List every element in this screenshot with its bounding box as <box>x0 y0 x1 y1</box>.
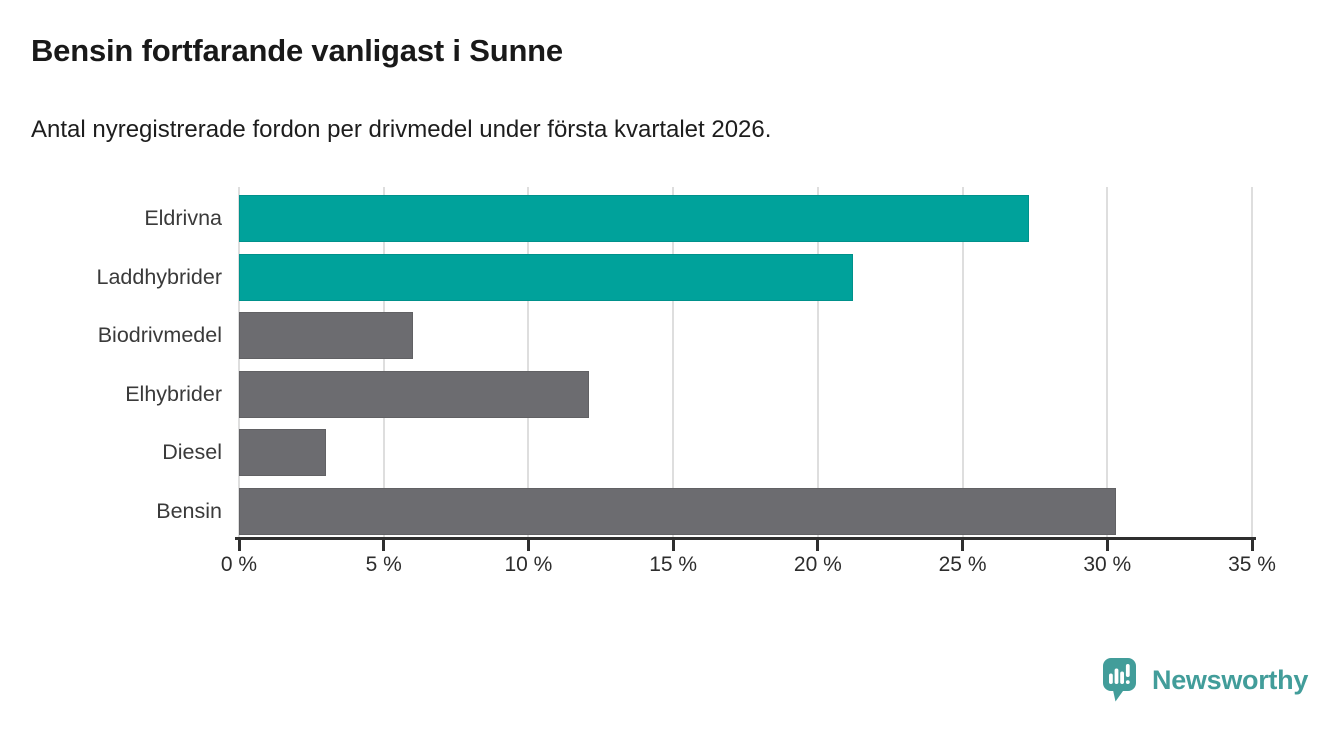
chart-subtitle: Antal nyregistrerade fordon per drivmede… <box>31 116 772 143</box>
newsworthy-logo: Newsworthy <box>1102 657 1308 703</box>
bar-elhybrider <box>239 370 590 418</box>
grid-line <box>1106 187 1109 537</box>
grid-line <box>1251 187 1253 537</box>
x-axis-tick <box>382 537 386 551</box>
x-axis-tick-label: 30 % <box>1083 553 1132 576</box>
exclamation-dot-glyph <box>1125 680 1130 684</box>
x-axis-line <box>235 537 1256 540</box>
exclamation-bar-glyph <box>1125 664 1130 677</box>
category-label-bensin: Bensin <box>156 498 222 523</box>
x-axis-tick-label: 10 % <box>504 553 553 576</box>
x-axis-tick-label: 0 % <box>220 553 258 576</box>
category-label-biodrivmedel: Biodrivmedel <box>97 323 222 347</box>
category-label-elhybrider: Elhybrider <box>125 381 222 406</box>
x-axis-tick-label: 5 % <box>365 553 402 576</box>
category-label-eldrivna: Eldrivna <box>144 206 222 230</box>
grid-line <box>238 187 240 537</box>
chart-title: Bensin fortfarande vanligast i Sunne <box>31 33 563 68</box>
category-label-laddhybrider: Laddhybrider <box>96 264 222 289</box>
x-axis-tick <box>816 537 820 551</box>
chart-bar-glyph <box>1109 673 1113 684</box>
x-axis-tick <box>671 537 675 551</box>
x-axis-tick-label: 15 % <box>649 553 698 576</box>
x-axis-tick <box>1250 537 1254 551</box>
x-axis-tick-label: 25 % <box>938 553 987 576</box>
bar-eldrivna <box>239 195 1030 242</box>
category-label-diesel: Diesel <box>162 440 222 464</box>
x-axis-tick-label: 35 % <box>1228 553 1276 576</box>
x-axis-tick <box>237 537 241 551</box>
grid-line <box>961 187 964 537</box>
x-axis-tick <box>526 537 530 551</box>
x-axis-tick-label: 20 % <box>793 553 842 576</box>
bar-diesel <box>239 429 326 476</box>
chart-bar-glyph <box>1114 668 1119 684</box>
newsworthy-badge-bar-chart-icon <box>1103 658 1136 702</box>
bar-biodrivmedel <box>239 312 413 359</box>
grid-line <box>382 187 385 537</box>
brand-name: Newsworthy <box>1152 664 1309 695</box>
bar-laddhybrider <box>239 253 853 301</box>
bar-bensin <box>239 487 1116 535</box>
badge-shape <box>1103 658 1136 702</box>
x-axis-tick <box>961 537 965 551</box>
grid-line <box>816 187 819 537</box>
grid-line <box>672 187 675 537</box>
grid-line <box>527 187 530 537</box>
x-axis-tick <box>1105 537 1109 551</box>
chart-bar-glyph <box>1120 671 1124 684</box>
